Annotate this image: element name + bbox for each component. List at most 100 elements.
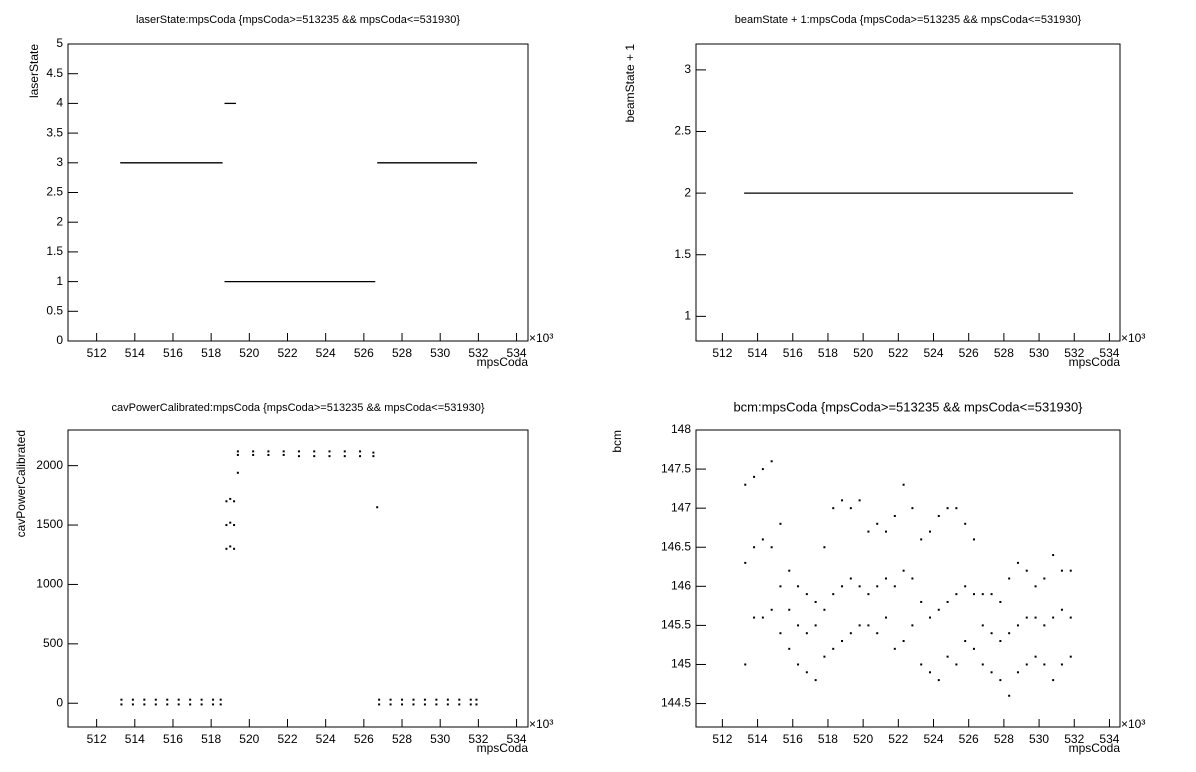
x-tick-label: 520 (239, 732, 259, 746)
x-tick-label: 530 (430, 346, 450, 360)
x-tick-label: 528 (392, 732, 412, 746)
data-point (267, 453, 270, 456)
data-point (1069, 616, 1072, 619)
data-point (999, 679, 1002, 682)
data-point (990, 671, 993, 674)
x-tick-label: 534 (507, 346, 527, 360)
data-point (200, 703, 203, 706)
data-point (236, 471, 239, 474)
data-point (770, 546, 773, 549)
data-point (1043, 663, 1046, 666)
data-point (154, 698, 157, 701)
x-exponent-label: ×10³ (529, 331, 553, 345)
data-point (458, 703, 461, 706)
data-point (876, 632, 879, 635)
x-tick-label: 512 (87, 732, 107, 746)
x-tick-label: 522 (277, 346, 297, 360)
data-point (761, 468, 764, 471)
data-point (1008, 632, 1011, 635)
data-point (770, 460, 773, 463)
data-point (964, 522, 967, 525)
data-point (376, 506, 379, 509)
x-tick-label: 520 (239, 346, 259, 360)
data-point (189, 703, 192, 706)
data-point (797, 624, 800, 627)
panel: bcm:mpsCoda {mpsCoda>=513235 && mpsCoda<… (610, 399, 1145, 755)
data-point (225, 524, 228, 527)
x-tick-label: 532 (468, 732, 488, 746)
data-point (779, 522, 782, 525)
data-point (797, 585, 800, 588)
x-tick-label: 524 (923, 732, 943, 746)
x-axis-label: mpsCoda (477, 355, 529, 369)
data-point (120, 698, 123, 701)
x-tick-label: 512 (712, 732, 732, 746)
data-point (1043, 624, 1046, 627)
data-point (1016, 671, 1019, 674)
data-point (920, 663, 923, 666)
x-tick-label: 532 (468, 346, 488, 360)
data-point (378, 698, 381, 701)
data-point (805, 671, 808, 674)
data-point (469, 703, 472, 706)
x-exponent-label: ×10³ (1121, 717, 1145, 731)
data-point (143, 698, 146, 701)
data-point (753, 546, 756, 549)
x-axis-label: mpsCoda (1069, 741, 1121, 755)
x-tick-label: 518 (201, 732, 221, 746)
data-point (744, 483, 747, 486)
y-tick-label: 144.5 (661, 696, 691, 710)
data-point (378, 703, 381, 706)
y-tick-label: 145.5 (661, 618, 691, 632)
data-point (761, 538, 764, 541)
data-point (475, 698, 478, 701)
data-point (920, 538, 923, 541)
y-axis-label: beamState + 1 (623, 44, 637, 123)
data-point (423, 698, 426, 701)
data-point (902, 483, 905, 486)
x-tick-label: 516 (163, 346, 183, 360)
data-point (372, 451, 375, 454)
x-tick-label: 532 (1064, 346, 1084, 360)
data-point (236, 450, 239, 453)
panel: cavPowerCalibrated:mpsCoda {mpsCoda>=513… (14, 402, 553, 755)
data-point (233, 524, 236, 527)
x-tick-label: 514 (125, 346, 145, 360)
y-tick-label: 2 (56, 214, 63, 228)
x-tick-label: 532 (1064, 732, 1084, 746)
data-point (469, 698, 472, 701)
data-point (858, 499, 861, 502)
data-point (902, 640, 905, 643)
data-point (177, 703, 180, 706)
data-point (212, 698, 215, 701)
data-point (911, 624, 914, 627)
x-tick-label: 518 (818, 732, 838, 746)
data-point (297, 450, 300, 453)
data-point (867, 624, 870, 627)
x-tick-label: 514 (748, 732, 768, 746)
plot-frame (695, 429, 1121, 728)
x-axis-label: mpsCoda (477, 741, 529, 755)
data-point (1016, 561, 1019, 564)
data-point (131, 703, 134, 706)
data-point (946, 600, 949, 603)
data-point (143, 703, 146, 706)
data-point (154, 703, 157, 706)
x-tick-label: 528 (392, 346, 412, 360)
data-point (902, 569, 905, 572)
data-point (225, 500, 228, 503)
data-point (753, 616, 756, 619)
data-point (458, 698, 461, 701)
y-tick-label: 1000 (36, 577, 63, 591)
data-point (858, 585, 861, 588)
x-tick-label: 522 (888, 346, 908, 360)
data-point (770, 608, 773, 611)
data-point (297, 455, 300, 458)
data-point (937, 608, 940, 611)
data-point (964, 585, 967, 588)
data-point (313, 455, 316, 458)
data-point (805, 593, 808, 596)
data-point (372, 455, 375, 458)
data-point (389, 703, 392, 706)
data-point (1008, 577, 1011, 580)
